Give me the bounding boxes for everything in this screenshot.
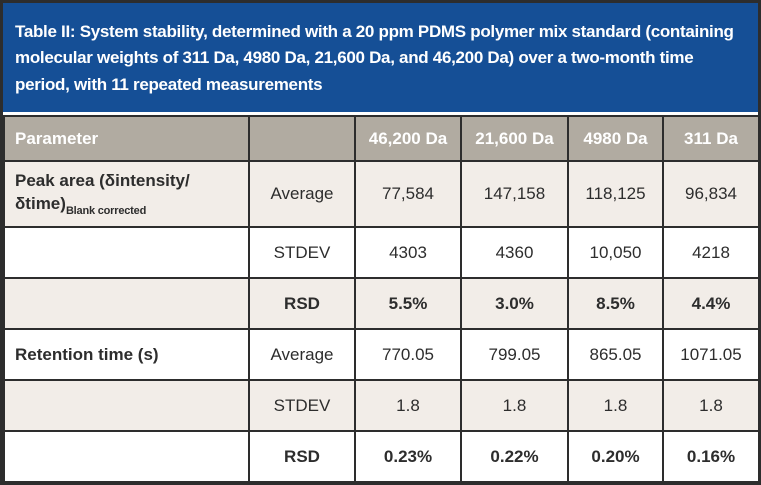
cell-value: 1.8 [460,379,569,432]
cell-value: 0.20% [567,430,664,482]
column-header-46200da: 46,200 Da [354,115,462,162]
cell-value: 799.05 [460,328,569,381]
stat-label: STDEV [248,379,356,432]
stat-label: Average [248,160,356,228]
parameter-line1: Peak area (δintensity/ [15,170,190,190]
cell-value: 770.05 [354,328,462,381]
table-row-retention-stdev: STDEV 1.8 1.8 1.8 1.8 [3,379,758,432]
cell-value: 1.8 [354,379,462,432]
parameter-label-empty [3,430,250,482]
cell-value: 4218 [662,226,758,279]
stability-table: Parameter 46,200 Da 21,600 Da 4980 Da 31… [3,115,758,482]
parameter-label-empty [3,226,250,279]
stat-label: Average [248,328,356,381]
column-header-21600da: 21,600 Da [460,115,569,162]
cell-value: 8.5% [567,277,664,330]
column-header-4980da: 4980 Da [567,115,664,162]
parameter-label-retention-time: Retention time (s) [3,328,250,381]
cell-value: 4303 [354,226,462,279]
parameter-label-empty [3,277,250,330]
table-row-peak-area-rsd: RSD 5.5% 3.0% 8.5% 4.4% [3,277,758,330]
table-row-retention-average: Retention time (s) Average 770.05 799.05… [3,328,758,381]
column-header-stat [248,115,356,162]
table-row-retention-rsd: RSD 0.23% 0.22% 0.20% 0.16% [3,430,758,482]
cell-value: 0.22% [460,430,569,482]
cell-value: 5.5% [354,277,462,330]
cell-value: 4360 [460,226,569,279]
cell-value: 0.23% [354,430,462,482]
column-header-parameter: Parameter [3,115,250,162]
cell-value: 1.8 [567,379,664,432]
cell-value: 0.16% [662,430,758,482]
parameter-label-empty [3,379,250,432]
cell-value: 4.4% [662,277,758,330]
cell-value: 77,584 [354,160,462,228]
table-row-peak-area-stdev: STDEV 4303 4360 10,050 4218 [3,226,758,279]
cell-value: 865.05 [567,328,664,381]
column-header-311da: 311 Da [662,115,758,162]
table-row-peak-area-average: Peak area (δintensity/ δtime)Blank corre… [3,160,758,228]
parameter-subscript: Blank corrected [65,204,147,217]
stat-label: RSD [248,277,356,330]
cell-value: 3.0% [460,277,569,330]
cell-value: 118,125 [567,160,664,228]
parameter-line2: δtime) [15,193,66,213]
stat-label: RSD [248,430,356,482]
stat-label: STDEV [248,226,356,279]
table-title: Table II: System stability, determined w… [3,3,758,115]
cell-value: 1071.05 [662,328,758,381]
cell-value: 10,050 [567,226,664,279]
header-row: Parameter 46,200 Da 21,600 Da 4980 Da 31… [3,115,758,162]
cell-value: 1.8 [662,379,758,432]
parameter-label-peak-area: Peak area (δintensity/ δtime)Blank corre… [3,160,250,228]
cell-value: 147,158 [460,160,569,228]
cell-value: 96,834 [662,160,758,228]
